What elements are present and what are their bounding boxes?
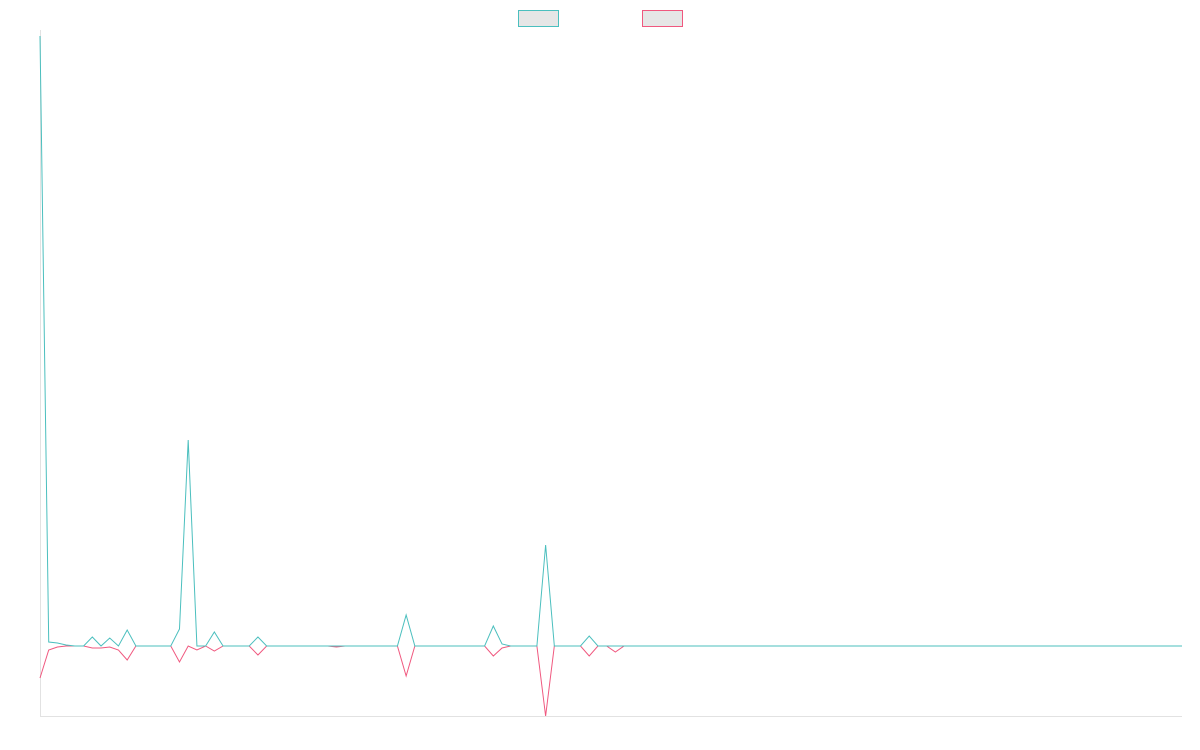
series-line-1 — [39, 35, 1182, 647]
legend-swatch-2[interactable] — [642, 10, 683, 27]
series-line-2 — [39, 645, 1182, 717]
legend-swatch-1[interactable] — [518, 10, 559, 27]
series-layer — [39, 35, 1182, 717]
chart-axes — [40, 30, 1182, 717]
chart-legend — [518, 10, 683, 27]
